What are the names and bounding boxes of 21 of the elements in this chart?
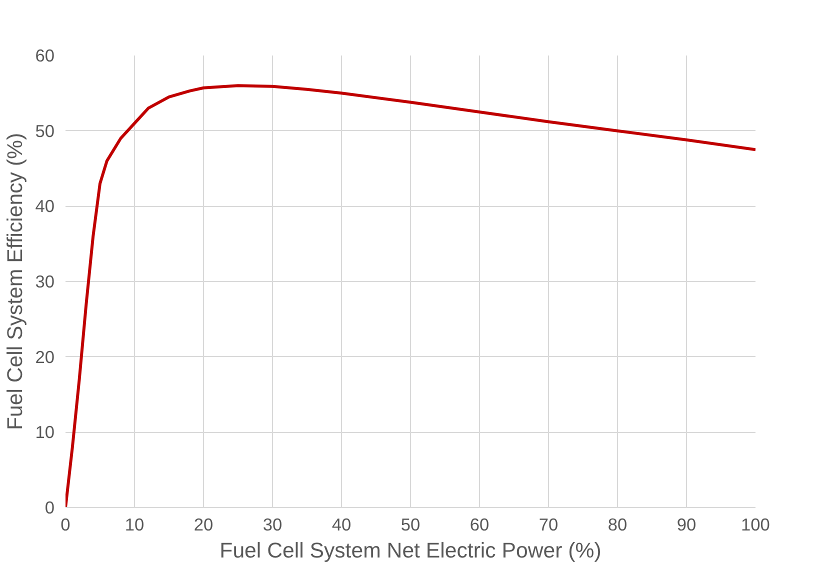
y-tick-label: 50 bbox=[35, 120, 55, 141]
x-tick-label: 90 bbox=[676, 514, 696, 534]
x-tick-label: 10 bbox=[124, 514, 144, 534]
y-tick-label: 10 bbox=[35, 422, 55, 442]
x-tick-label: 30 bbox=[262, 514, 282, 534]
x-tick-label: 80 bbox=[608, 514, 628, 534]
y-tick-label: 0 bbox=[44, 498, 55, 518]
x-tick-label: 100 bbox=[741, 514, 770, 534]
x-tick-label: 40 bbox=[332, 514, 352, 534]
x-tick-label: 60 bbox=[470, 514, 490, 534]
y-tick-label: 40 bbox=[35, 196, 55, 216]
x-tick-label: 0 bbox=[60, 514, 70, 534]
x-tick-label: 20 bbox=[194, 514, 214, 534]
x-tick-label: 70 bbox=[538, 514, 558, 534]
x-tick-label: 50 bbox=[400, 514, 420, 534]
x-axis-title: Fuel Cell System Net Electric Power (%) bbox=[220, 538, 602, 562]
y-tick-label: 30 bbox=[35, 272, 55, 292]
y-tick-label: 60 bbox=[35, 46, 55, 66]
y-axis-title: Fuel Cell System Efficiency (%) bbox=[3, 132, 28, 430]
line-series bbox=[66, 84, 756, 508]
y-tick-label: 20 bbox=[35, 346, 55, 367]
